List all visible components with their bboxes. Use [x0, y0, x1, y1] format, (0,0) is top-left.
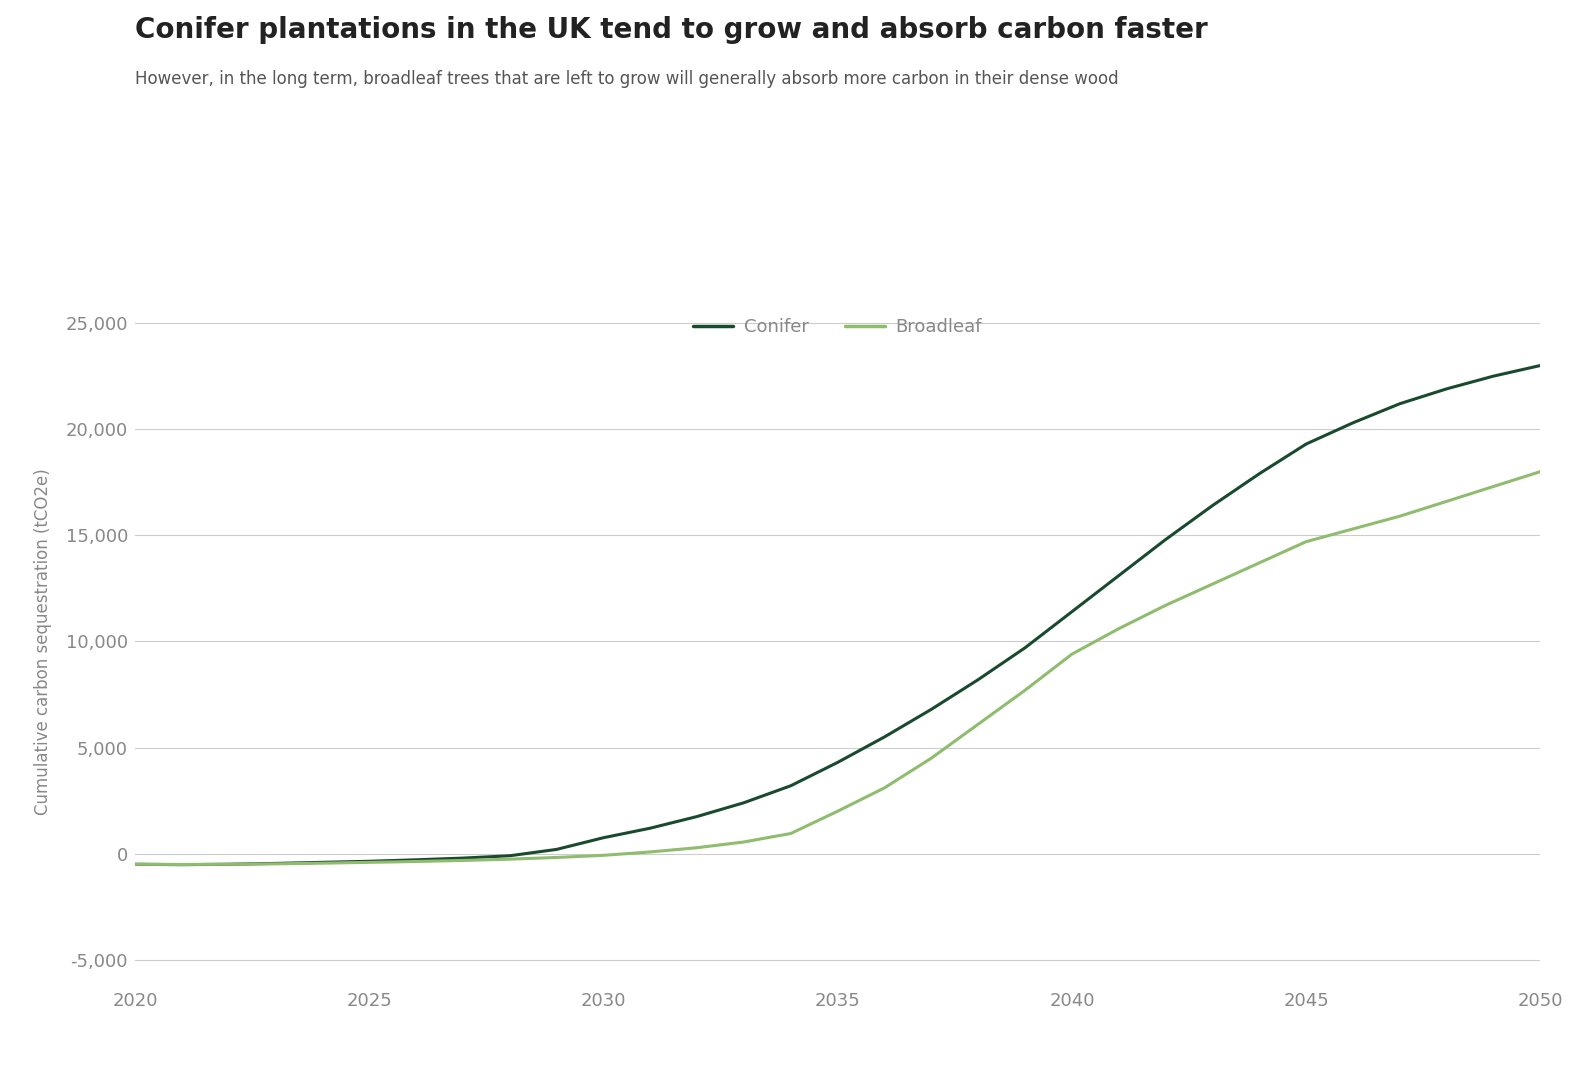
Broadleaf	[1391, 510, 1410, 523]
Broadleaf	[1156, 599, 1175, 612]
Conifer	[407, 854, 426, 867]
Conifer	[267, 857, 286, 870]
Broadleaf	[173, 858, 192, 871]
Broadleaf	[500, 853, 519, 866]
Conifer	[1016, 641, 1035, 654]
Conifer	[125, 858, 145, 871]
Conifer	[1297, 438, 1316, 451]
Broadleaf	[219, 858, 238, 871]
Conifer	[827, 756, 846, 769]
Broadleaf	[1108, 622, 1127, 635]
Conifer	[500, 849, 519, 862]
Broadleaf	[313, 857, 332, 870]
Conifer	[360, 855, 380, 868]
Broadleaf	[594, 848, 613, 861]
Broadleaf	[454, 854, 473, 867]
Broadleaf	[969, 718, 988, 731]
Conifer	[688, 810, 707, 823]
Conifer	[1531, 359, 1550, 372]
Broadleaf	[875, 782, 894, 794]
Conifer	[969, 673, 988, 686]
Broadleaf	[1250, 556, 1269, 569]
Conifer	[735, 797, 754, 810]
Broadleaf	[125, 858, 145, 871]
Conifer	[1108, 569, 1127, 582]
Text: However, in the long term, broadleaf trees that are left to grow will generally : However, in the long term, broadleaf tre…	[135, 70, 1118, 88]
Broadleaf	[923, 751, 942, 764]
Broadleaf	[642, 845, 661, 858]
Broadleaf	[1531, 466, 1550, 479]
Broadleaf	[1062, 648, 1081, 661]
Conifer	[1204, 499, 1223, 512]
Line: Broadleaf: Broadleaf	[135, 472, 1540, 865]
Broadleaf	[688, 841, 707, 854]
Line: Conifer: Conifer	[135, 365, 1540, 865]
Conifer	[548, 843, 567, 856]
Broadleaf	[407, 855, 426, 868]
Conifer	[781, 779, 800, 792]
Broadleaf	[1297, 535, 1316, 548]
Broadleaf	[827, 804, 846, 817]
Broadleaf	[1437, 495, 1456, 508]
Conifer	[1250, 467, 1269, 480]
Broadleaf	[548, 851, 567, 863]
Conifer	[1062, 605, 1081, 618]
Conifer	[1485, 370, 1504, 383]
Broadleaf	[1204, 578, 1223, 591]
Conifer	[454, 852, 473, 865]
Text: Conifer plantations in the UK tend to grow and absorb carbon faster: Conifer plantations in the UK tend to gr…	[135, 16, 1208, 44]
Conifer	[594, 831, 613, 844]
Conifer	[219, 858, 238, 871]
Broadleaf	[360, 856, 380, 869]
Broadleaf	[267, 857, 286, 870]
Conifer	[313, 856, 332, 869]
Conifer	[1343, 416, 1363, 429]
Conifer	[875, 731, 894, 744]
Conifer	[1156, 534, 1175, 545]
Broadleaf	[1343, 523, 1363, 536]
Conifer	[923, 703, 942, 716]
Broadleaf	[1016, 683, 1035, 696]
Legend: Conifer, Broadleaf: Conifer, Broadleaf	[686, 310, 989, 343]
Broadleaf	[781, 827, 800, 840]
Broadleaf	[1485, 480, 1504, 493]
Conifer	[1437, 383, 1456, 396]
Conifer	[173, 858, 192, 871]
Conifer	[642, 821, 661, 834]
Y-axis label: Cumulative carbon sequestration (tCO2e): Cumulative carbon sequestration (tCO2e)	[33, 468, 52, 815]
Broadleaf	[735, 835, 754, 848]
Conifer	[1391, 398, 1410, 411]
